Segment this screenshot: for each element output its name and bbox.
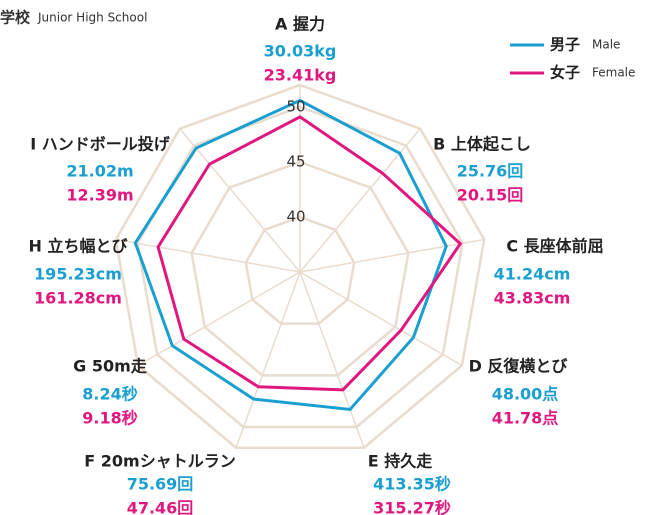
measurement-label: 25.76回 (457, 162, 524, 181)
legend-label: 男子 (550, 36, 580, 54)
spoke (235, 271, 301, 448)
spoke (299, 271, 463, 367)
grid-ring (190, 160, 410, 377)
spoke (299, 128, 421, 273)
measurement-label: 23.41kg (264, 66, 337, 85)
measurement-label: 315.27秒 (373, 499, 451, 515)
axis-label: C 長座体前屈 (506, 237, 603, 256)
axis-label: A 握力 (275, 15, 325, 34)
legend-label: 女子 (550, 64, 580, 82)
measurement-label: 161.28cm (34, 289, 122, 308)
spoke (137, 271, 301, 367)
measurement-label: 195.23cm (34, 265, 122, 284)
axis-label: F 20mシャトルラン (84, 452, 235, 471)
chart-title: 学校 (0, 9, 31, 27)
measurement-label: 43.83cm (494, 289, 571, 308)
measurement-label: 41.24cm (494, 265, 571, 284)
measurement-label: 47.46回 (127, 499, 194, 515)
spoke (115, 238, 301, 273)
measurement-label: 20.15回 (457, 186, 524, 205)
measurement-label: 75.69回 (127, 475, 194, 494)
outer-ring (114, 83, 486, 449)
grid-ring (244, 215, 356, 325)
series-line (133, 98, 448, 412)
measurement-label: 30.03kg (264, 42, 337, 61)
r-tick-label: 45 (286, 153, 305, 171)
measurement-label: 413.35秒 (373, 475, 451, 494)
axis-label: D 反復横とび (469, 357, 569, 376)
series-line (156, 115, 463, 392)
axis-label: E 持久走 (368, 452, 433, 471)
spoke (299, 238, 485, 273)
axis-label: I ハンドボール投げ (30, 135, 171, 154)
measurement-label: 12.39m (66, 186, 133, 205)
measurement-label: 21.02m (66, 162, 133, 181)
measurement-label: 41.78点 (492, 409, 559, 428)
legend-label-en: Male (592, 38, 620, 52)
measurement-label: 8.24秒 (82, 385, 137, 404)
measurement-label: 9.18秒 (82, 409, 137, 428)
spoke (299, 271, 365, 448)
spoke (179, 128, 301, 273)
axis-label: B 上体起こし (433, 135, 531, 154)
axis-label: H 立ち幅とび (29, 237, 129, 256)
chart-subtitle: Junior High School (37, 11, 147, 25)
r-tick-label: 40 (286, 208, 305, 226)
legend-label-en: Female (592, 66, 635, 80)
measurement-label: 48.00点 (492, 385, 559, 404)
axis-label: G 50m走 (73, 357, 147, 376)
r-tick-label: 50 (286, 98, 305, 116)
